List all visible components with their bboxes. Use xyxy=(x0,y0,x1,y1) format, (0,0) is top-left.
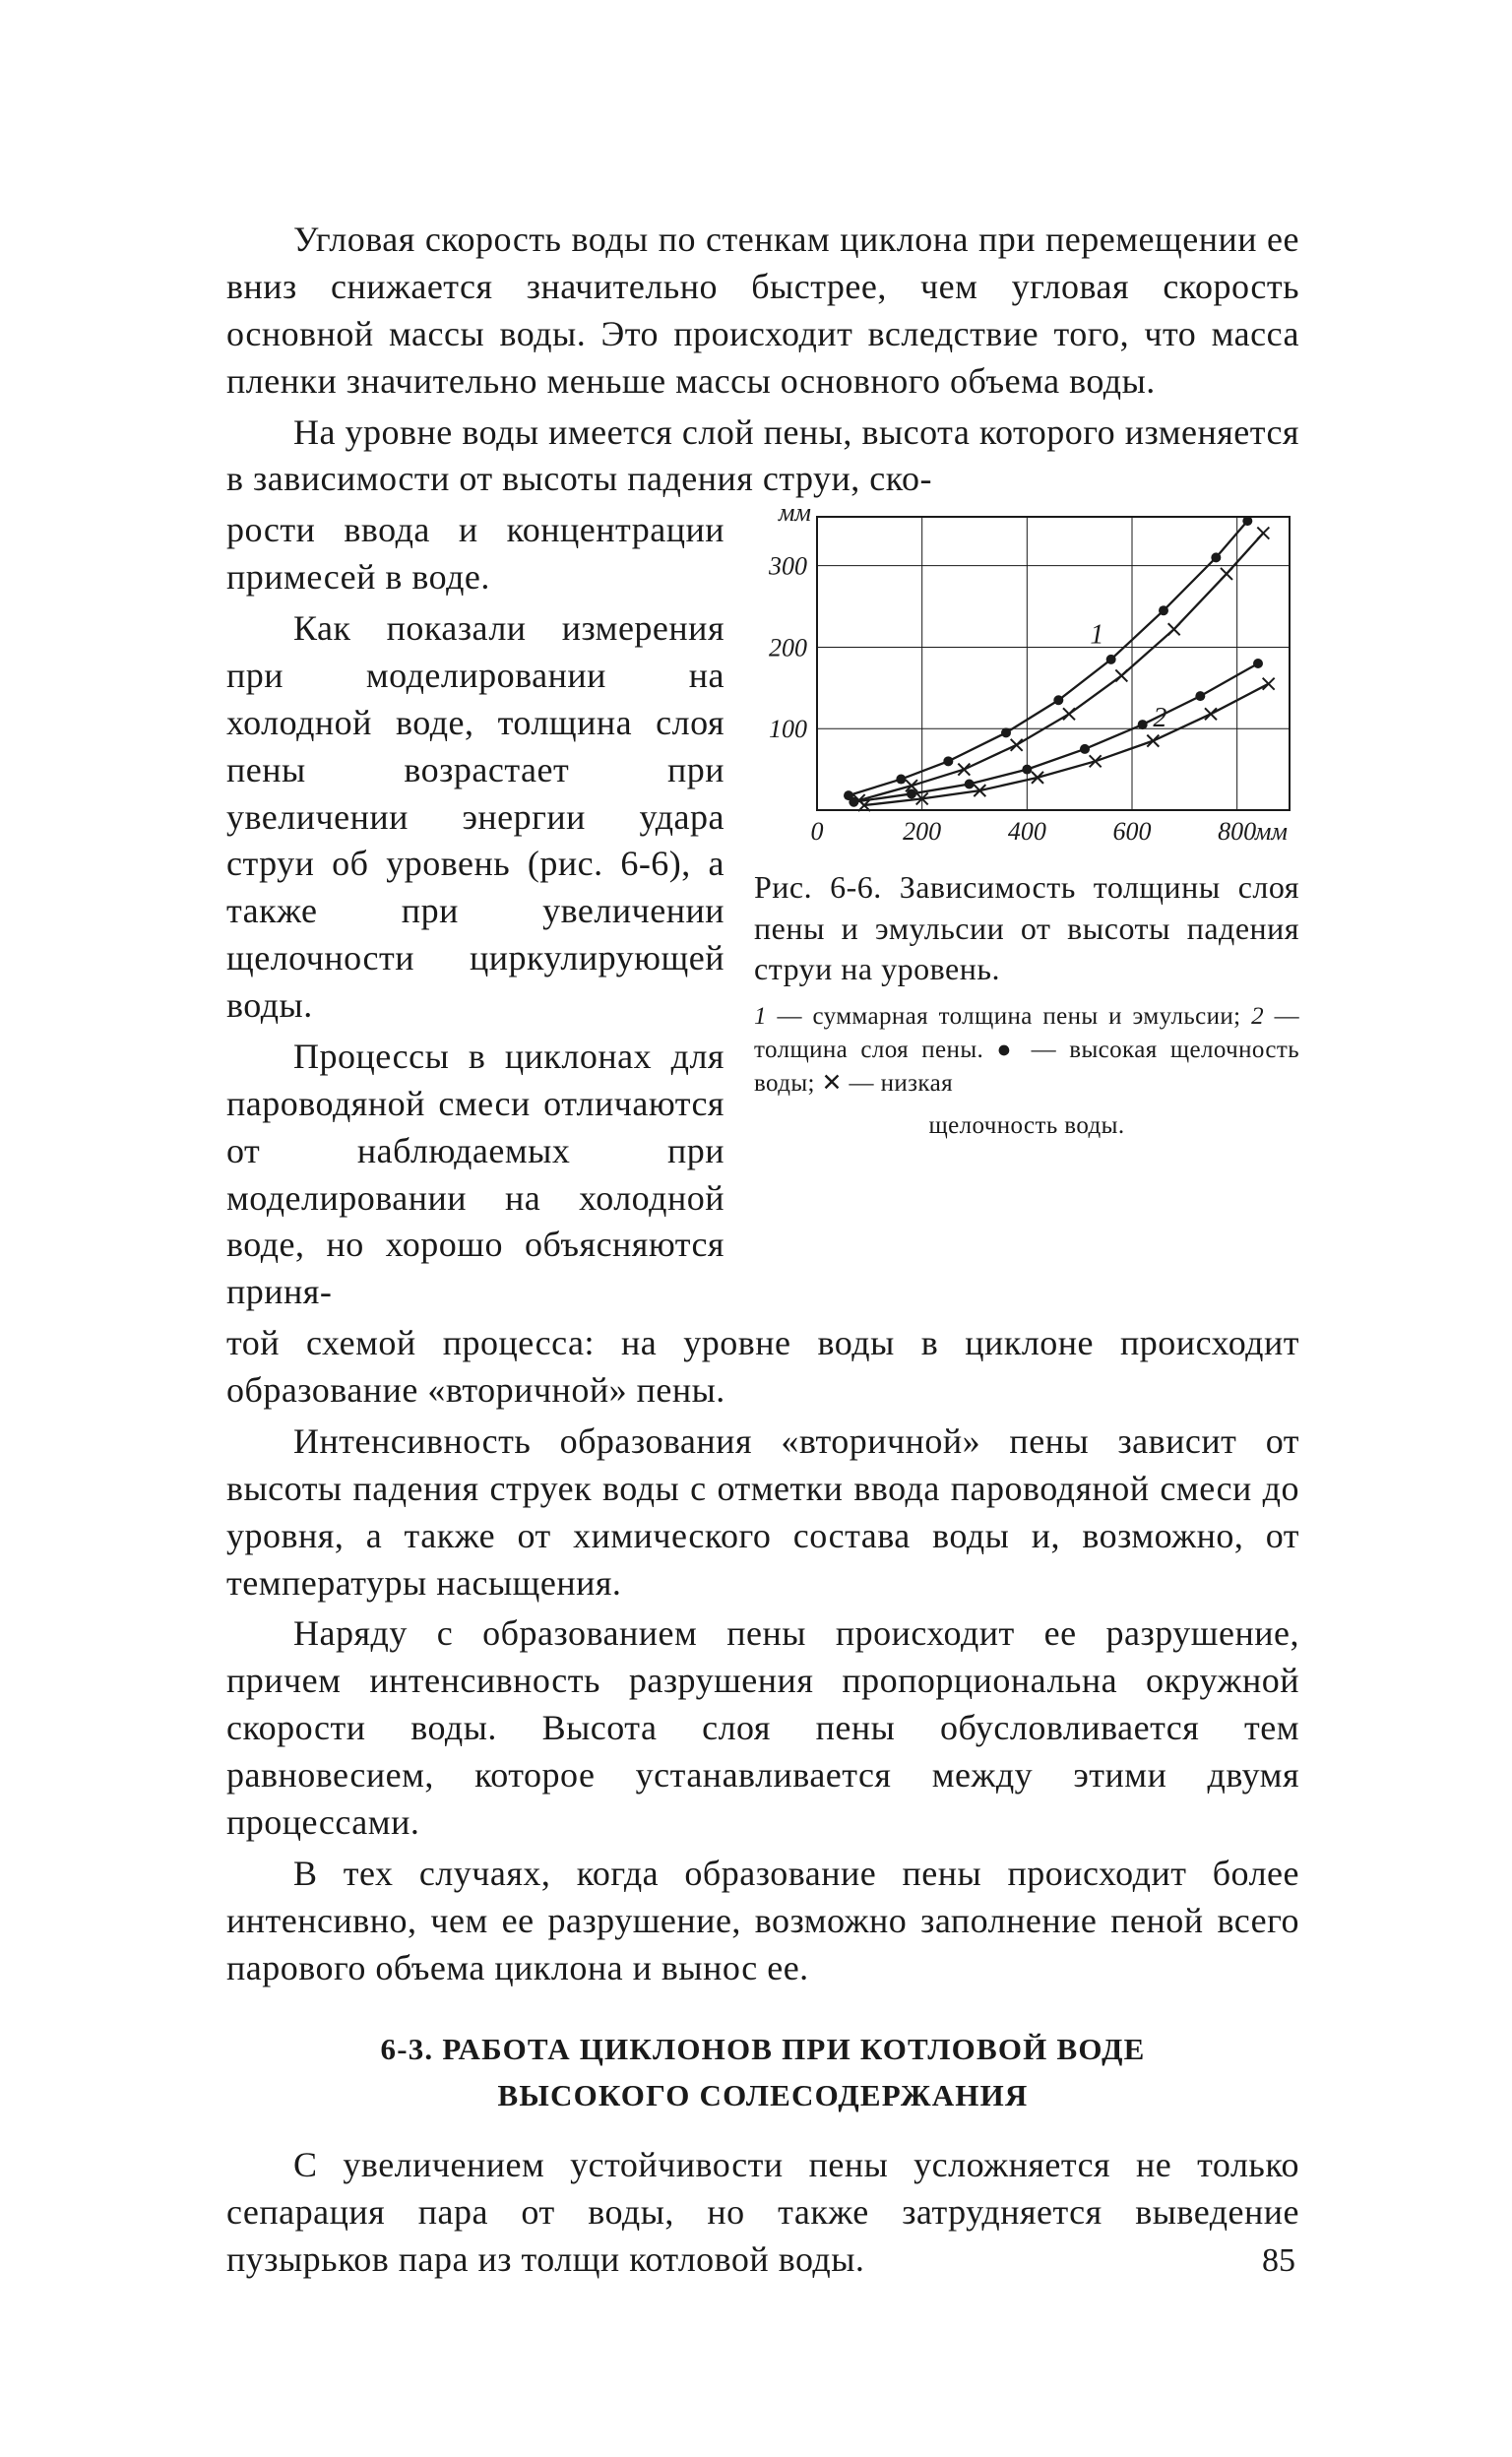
svg-text:мм: мм xyxy=(1254,817,1288,846)
two-column-block: рости ввода и концентрации примесей в во… xyxy=(226,507,1299,1320)
page: Угловая скорость воды по стенкам циклона… xyxy=(0,0,1512,2457)
svg-text:800: 800 xyxy=(1218,817,1256,846)
section-heading-line1: 6-3. РАБОТА ЦИКЛОНОВ ПРИ КОТЛОВОЙ ВОДЕ xyxy=(381,2032,1146,2066)
paragraph: той схемой процесса: на уровне воды в ци… xyxy=(226,1320,1299,1415)
paragraph: Интенсивность образования «вторичной» пе… xyxy=(226,1418,1299,1607)
paragraph: С увеличением устойчивости пены усложняе… xyxy=(226,2142,1299,2284)
right-column: 0 200 400 600 800 мм 100 200 300 мм 1 2 Рис. 6-6. … xyxy=(754,507,1299,1143)
svg-text:0: 0 xyxy=(811,817,824,846)
paragraph: Угловая скорость воды по стенкам циклона… xyxy=(226,217,1299,406)
svg-text:300: 300 xyxy=(768,552,807,581)
svg-text:мм: мм xyxy=(778,507,811,527)
svg-text:2: 2 xyxy=(1153,703,1166,733)
figure-caption: Рис. 6-6. Зависимость толщины слоя пены … xyxy=(754,867,1299,990)
figure-chart: 0 200 400 600 800 мм 100 200 300 мм 1 2 xyxy=(754,507,1299,850)
content-block: Угловая скорость воды по стенкам циклона… xyxy=(226,217,1299,2288)
svg-text:400: 400 xyxy=(1008,817,1046,846)
legend-text: — суммарная толщина пены и эмульсии; xyxy=(767,1003,1251,1030)
paragraph: Наряду с образованием пены происходит ее… xyxy=(226,1610,1299,1846)
section-heading-line2: ВЫСОКОГО СОЛЕСОДЕРЖАНИЯ xyxy=(497,2078,1028,2112)
legend-key-1: 1 xyxy=(754,1003,767,1030)
svg-text:200: 200 xyxy=(769,634,807,662)
paragraph: рости ввода и концентрации примесей в во… xyxy=(226,507,724,601)
figure-legend: 1 — суммарная толщина пены и эмульсии; 2… xyxy=(754,1000,1299,1100)
figure-legend-center: щелочность воды. xyxy=(754,1109,1299,1143)
left-column: рости ввода и концентрации примесей в во… xyxy=(226,507,724,1320)
svg-text:600: 600 xyxy=(1113,817,1152,846)
svg-text:200: 200 xyxy=(903,817,941,846)
svg-text:100: 100 xyxy=(769,715,807,743)
svg-text:1: 1 xyxy=(1090,620,1103,651)
paragraph: На уровне воды имеется слой пены, высота… xyxy=(226,410,1299,504)
page-number: 85 xyxy=(1262,2242,1295,2280)
paragraph: Как показали измерения при моделировании… xyxy=(226,605,724,1030)
section-heading: 6-3. РАБОТА ЦИКЛОНОВ ПРИ КОТЛОВОЙ ВОДЕ В… xyxy=(226,2027,1299,2118)
paragraph: Процессы в циклонах для пароводяной смес… xyxy=(226,1034,724,1316)
chart-svg: 0 200 400 600 800 мм 100 200 300 мм 1 2 xyxy=(754,507,1299,850)
paragraph: В тех случаях, когда образование пены пр… xyxy=(226,1851,1299,1992)
legend-key-2: 2 xyxy=(1251,1003,1264,1030)
